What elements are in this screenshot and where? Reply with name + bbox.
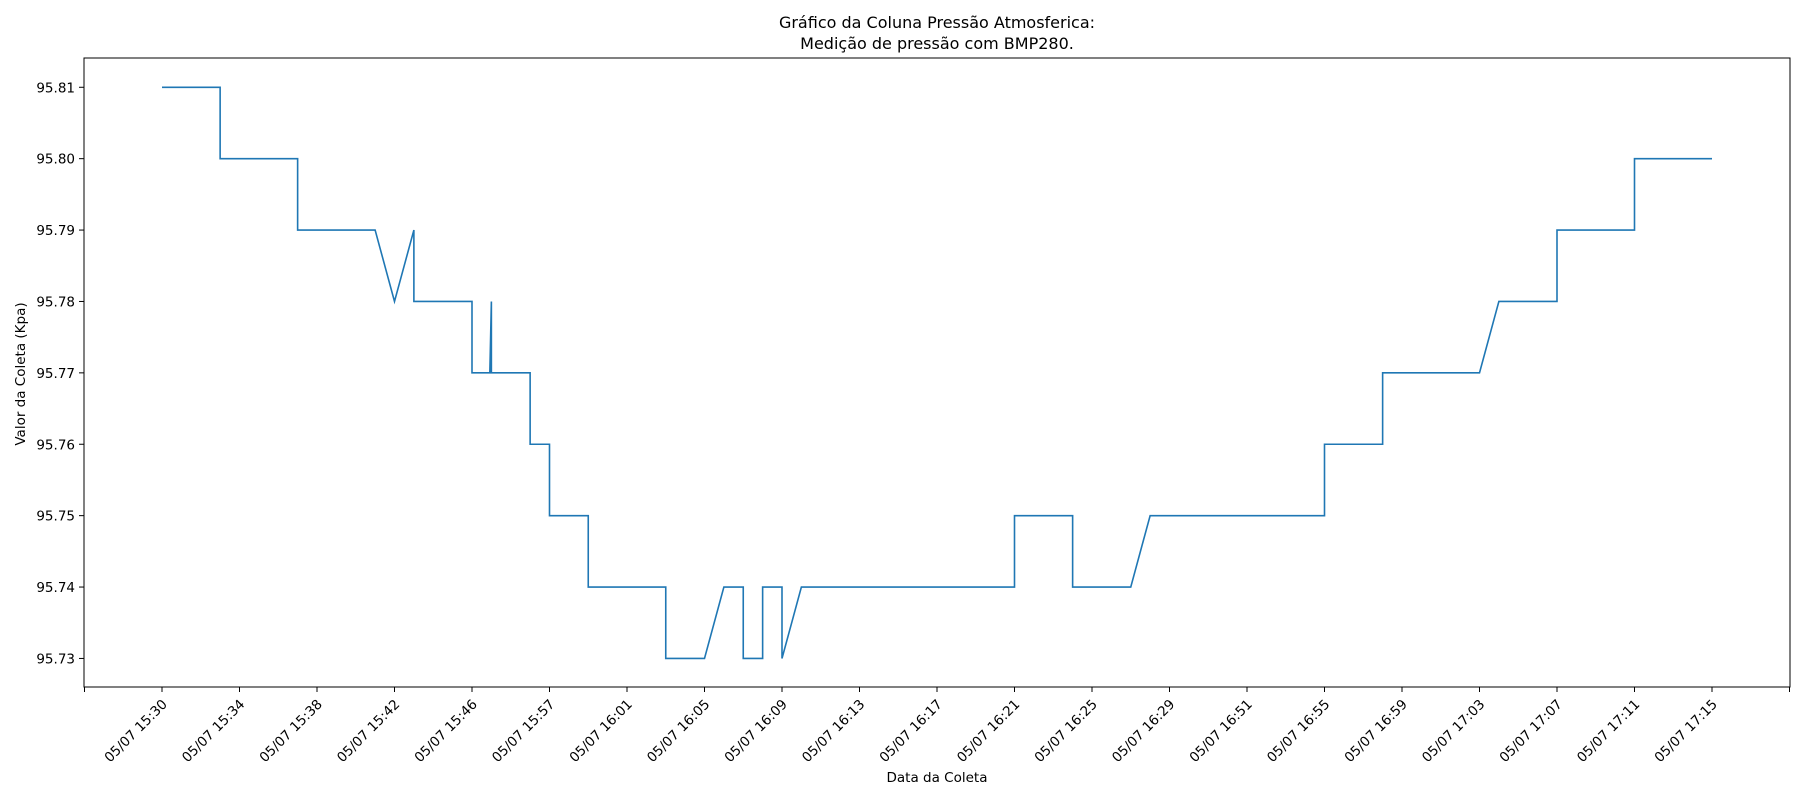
y-tick-label: 95.79: [36, 223, 75, 239]
x-tick-label: 05/07 16:05: [644, 697, 713, 766]
x-tick-label: 05/07 15:30: [101, 697, 170, 766]
axis-ticks: 05/07 15:30 05/07 15:34 05/07 15:38 05/07 1…: [36, 80, 1790, 766]
y-tick-label: 95.77: [36, 366, 75, 382]
y-tick-label: 95.75: [36, 509, 75, 525]
y-tick-label: 95.78: [36, 294, 75, 310]
x-tick-label: 05/07 16:51: [1186, 697, 1255, 766]
x-tick-label: 05/07 17:11: [1574, 697, 1643, 766]
x-tick-label: 05/07 17:03: [1419, 697, 1488, 766]
y-tick-label: 95.74: [36, 580, 75, 596]
x-tick-label: 05/07 16:09: [721, 697, 790, 766]
y-axis-label: Valor da Coleta (Kpa): [13, 302, 29, 445]
x-tick-label: 05/07 16:55: [1264, 697, 1333, 766]
x-axis-label: Data da Coleta: [887, 770, 988, 786]
chart-subtitle: Medição de pressão com BMP280.: [800, 34, 1074, 53]
plot-frame: [83, 57, 1791, 688]
x-tick-label: 05/07 17:07: [1496, 697, 1565, 766]
series-line-0: [162, 86, 1712, 660]
x-tick-label: 05/07 16:25: [1031, 697, 1100, 766]
y-tick-label: 95.81: [36, 80, 75, 96]
x-tick-label: 05/07 15:42: [334, 697, 403, 766]
x-tick-label: 05/07 15:57: [489, 697, 558, 766]
series-layer: [162, 86, 1712, 660]
x-tick-label: 05/07 16:29: [1109, 697, 1178, 766]
y-tick-label: 95.76: [36, 437, 75, 453]
x-tick-label: 05/07 16:17: [876, 697, 945, 766]
y-tick-label: 95.73: [36, 651, 75, 667]
chart-title: Gráfico da Coluna Pressão Atmosferica:: [779, 13, 1095, 32]
x-tick-label: 05/07 16:13: [799, 697, 868, 766]
y-tick-label: 95.80: [36, 152, 75, 168]
x-tick-label: 05/07 16:01: [566, 697, 635, 766]
x-tick-label: 05/07 15:34: [179, 697, 248, 766]
x-tick-label: 05/07 16:21: [954, 697, 1023, 766]
x-tick-label: 05/07 16:59: [1341, 697, 1410, 766]
x-tick-label: 05/07 17:15: [1651, 697, 1720, 766]
x-tick-label: 05/07 15:46: [411, 697, 480, 766]
x-tick-label: 05/07 15:38: [256, 697, 325, 766]
